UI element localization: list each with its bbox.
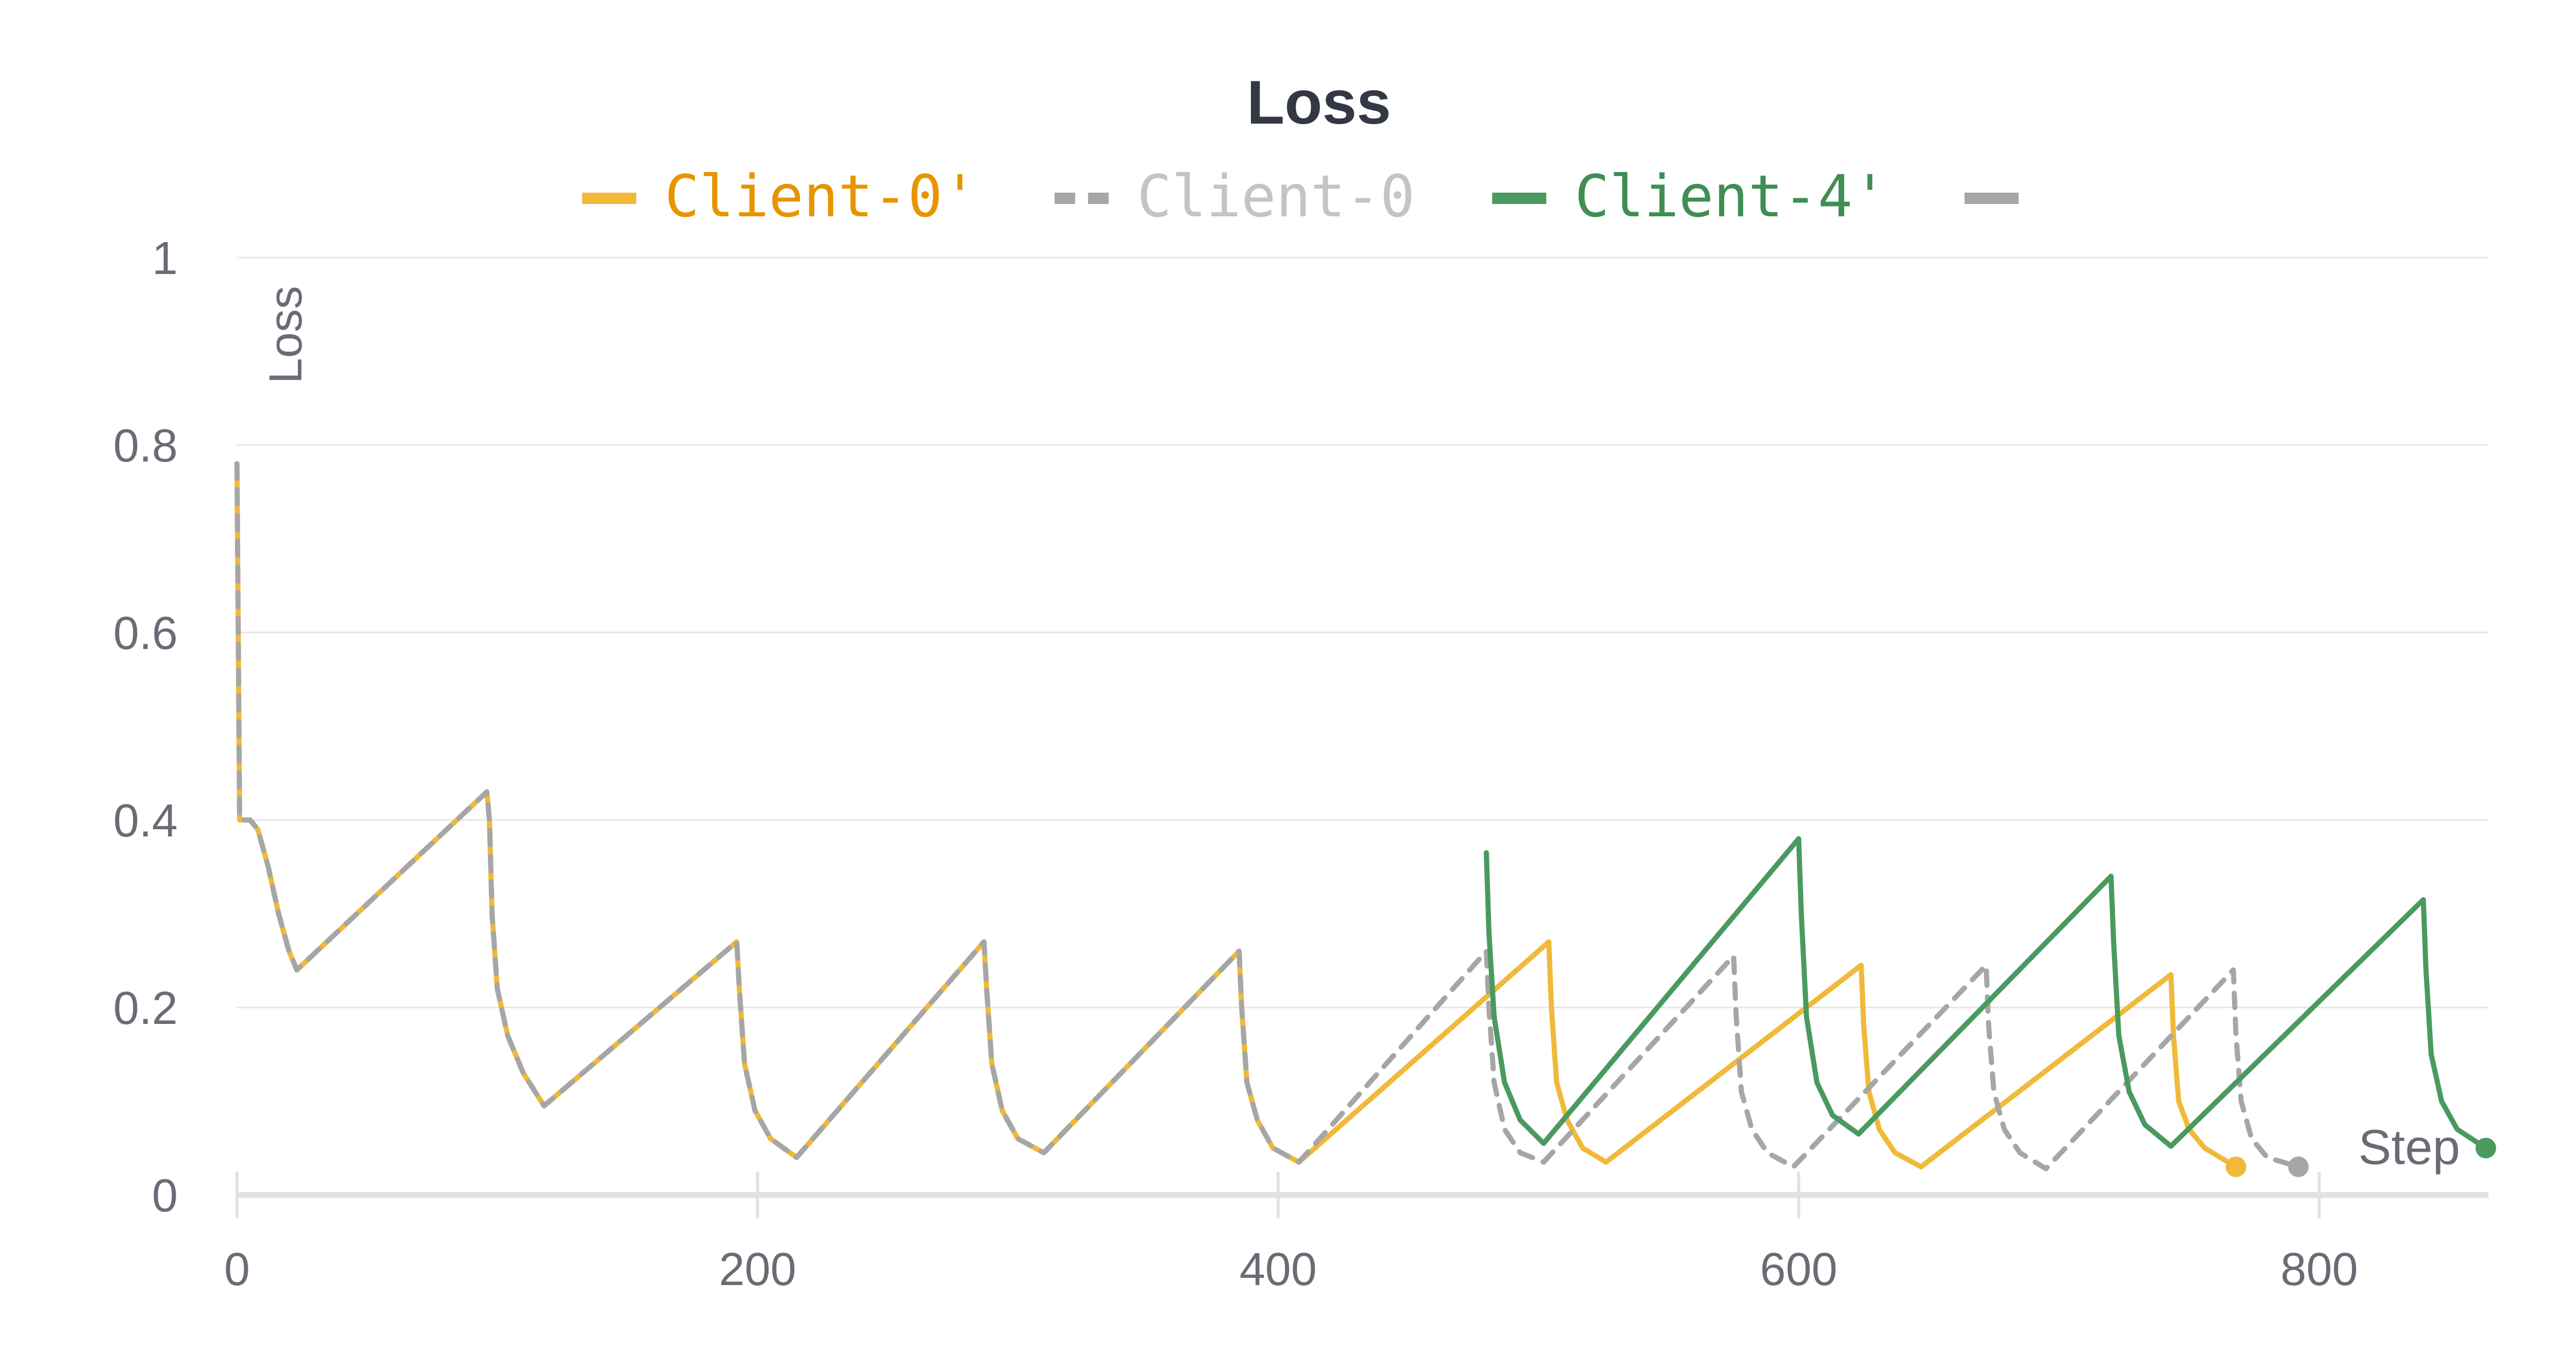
legend-label[interactable]: Client-0' [665,163,977,230]
y-tick-label: 0.6 [113,608,178,659]
gridlines [237,256,2488,1008]
x-tick-label: 600 [1760,1244,1837,1295]
series-line [234,461,2239,1170]
x-tick-label: 800 [2281,1244,2358,1295]
series-end-point [2288,1156,2309,1177]
y-tick-label: 1 [152,233,178,284]
series-line [1484,836,2488,1151]
x-axis: 0 200 400 600 800 [224,1172,2488,1295]
x-tick-label: 400 [1240,1244,1317,1295]
series-end-point [2475,1138,2496,1158]
y-axis-label: Loss [260,286,312,384]
y-axis-ticks: 0 0.2 0.4 0.6 0.8 1 [113,233,178,1222]
chart-title: Loss [1247,68,1391,137]
y-tick-label: 0.8 [113,420,178,472]
x-axis-label: Step [2359,1120,2460,1175]
series-end-point [2225,1156,2246,1177]
series-lines [234,461,2496,1177]
y-tick-label: 0.2 [113,983,178,1034]
y-tick-label: 0.4 [113,795,178,847]
y-tick-label: 0 [152,1170,178,1222]
legend-label[interactable]: Client-0 [1137,163,1415,230]
series-line [234,461,2301,1171]
legend-label[interactable]: Client-4' [1574,163,1887,230]
legend: Client-0' Client-0 Client-4' [582,163,2019,230]
x-tick-label: 0 [224,1244,250,1295]
x-tick-label: 200 [719,1244,796,1295]
